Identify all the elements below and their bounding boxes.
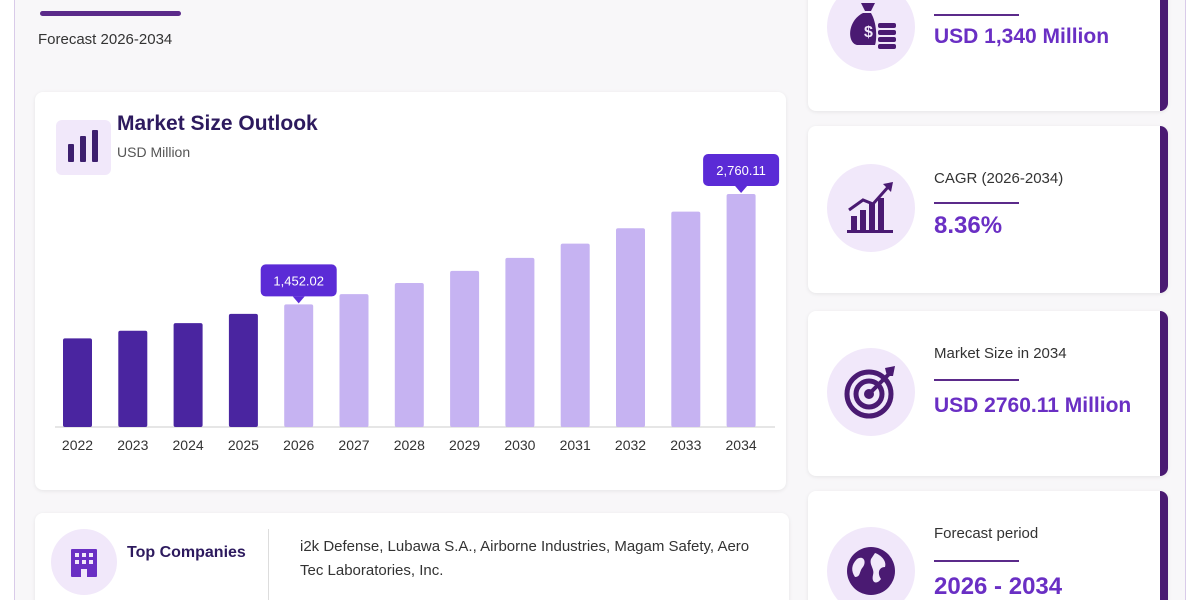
building-icon: [51, 529, 117, 595]
stat-value: USD 1,340 Million: [934, 25, 1110, 48]
bar-2025: [228, 313, 258, 427]
bar-2030: [505, 257, 535, 427]
svg-text:2,760.11: 2,760.11: [716, 163, 766, 178]
tick-label-2027: 2027: [338, 437, 369, 453]
companies-divider: [268, 529, 269, 600]
tick-label-2033: 2033: [670, 437, 701, 453]
bar-2022: [63, 338, 92, 427]
stat-label: Forecast period: [934, 525, 1039, 542]
data-label-2026: 1,452.02: [260, 264, 337, 304]
bar-2023: [118, 330, 148, 427]
tick-label-2031: 2031: [560, 437, 591, 453]
svg-text:1,452.02: 1,452.02: [273, 273, 324, 288]
stat-card-market-size-2034: Market Size in 2034 USD 2760.11 Million: [808, 311, 1168, 476]
bar-2028: [394, 282, 424, 427]
bar-2031: [560, 243, 590, 427]
stat-card-forecast-period: Forecast period 2026 - 2034: [808, 491, 1168, 600]
header-accent-line: [40, 11, 181, 16]
stat-value: 8.36%: [934, 212, 1003, 239]
tick-label-2023: 2023: [117, 437, 148, 453]
bar-2034: [726, 194, 756, 427]
market-size-chart-card: Market Size Outlook USD Million 2022 2023…: [35, 92, 786, 490]
stat-rule: [934, 202, 1019, 204]
bar-chart: 2022 2023 2024 2025 2026 2027 2028 2029 2030 2031…: [55, 154, 780, 453]
tick-label-2032: 2032: [615, 437, 646, 453]
bar-2032: [616, 228, 645, 427]
tick-label-2030: 2030: [504, 437, 535, 453]
stat-rule: [934, 560, 1019, 562]
data-label-2034: 2,760.11: [703, 154, 780, 193]
stat-label: CAGR (2026-2034): [934, 170, 1064, 187]
bar-chart-icon: [56, 120, 111, 175]
stat-label: Market Size in 2034: [934, 345, 1067, 362]
stat-card-market-size-current: $ USD 1,340 Million: [808, 0, 1168, 111]
tick-label-2025: 2025: [228, 437, 259, 453]
svg-text:$: $: [864, 24, 873, 41]
stat-rule: [934, 14, 1019, 16]
tick-label-2029: 2029: [449, 437, 480, 453]
bar-2026: [284, 304, 314, 427]
bar-2029: [450, 270, 480, 427]
bar-2033: [671, 211, 701, 427]
top-companies-card: Top Companies i2k Defense, Lubawa S.A., …: [35, 513, 789, 600]
stat-value: USD 2760.11 Million: [934, 394, 1132, 417]
stat-value: 2026 - 2034: [934, 573, 1063, 600]
stat-card-cagr: CAGR (2026-2034) 8.36%: [808, 126, 1168, 293]
top-companies-title: Top Companies: [127, 544, 246, 561]
globe-icon: [827, 527, 915, 600]
tick-label-2022: 2022: [62, 437, 93, 453]
forecast-subtitle: Forecast 2026-2034: [38, 31, 173, 48]
companies-list: i2k Defense, Lubawa S.A., Airborne Indus…: [300, 538, 750, 579]
money-bag-icon: $: [827, 0, 915, 71]
growth-chart-icon: [827, 164, 915, 252]
chart-title: Market Size Outlook: [117, 112, 318, 135]
target-icon: [827, 348, 915, 436]
chart-unit: USD Million: [117, 144, 191, 160]
bar-2024: [173, 323, 203, 427]
stat-rule: [934, 379, 1019, 381]
tick-label-2028: 2028: [394, 437, 425, 453]
tick-label-2026: 2026: [283, 437, 314, 453]
tick-label-2024: 2024: [173, 437, 204, 453]
bar-2027: [339, 294, 369, 427]
tick-label-2034: 2034: [726, 437, 757, 453]
